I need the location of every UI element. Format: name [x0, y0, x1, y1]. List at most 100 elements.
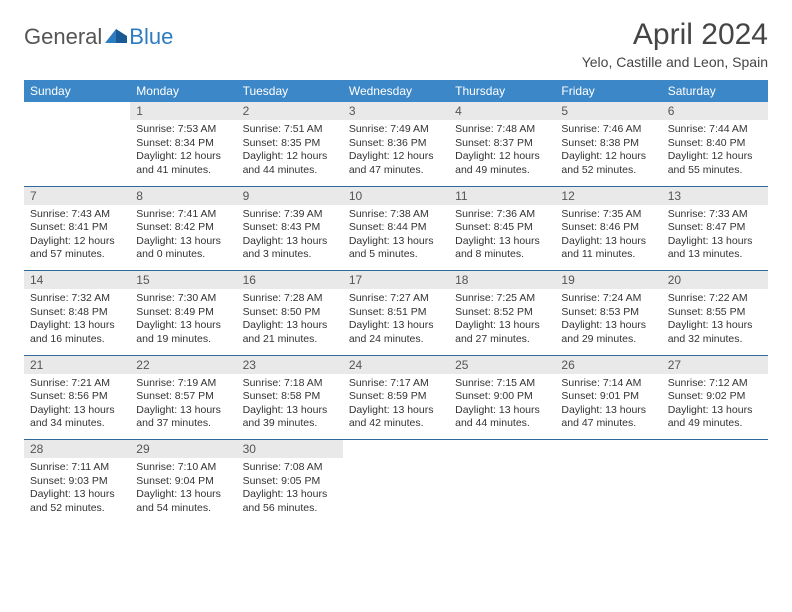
sunrise-text: Sunrise: 7:10 AM [136, 461, 230, 475]
daylight-line2: and 37 minutes. [136, 417, 230, 431]
day-details: Sunrise: 7:46 AMSunset: 8:38 PMDaylight:… [555, 120, 661, 184]
day-details: Sunrise: 7:21 AMSunset: 8:56 PMDaylight:… [24, 374, 130, 438]
sunset-text: Sunset: 8:49 PM [136, 306, 230, 320]
page-subtitle: Yelo, Castille and Leon, Spain [582, 54, 768, 70]
calendar-day-cell: 11Sunrise: 7:36 AMSunset: 8:45 PMDayligh… [449, 187, 555, 271]
calendar-day-cell: 5Sunrise: 7:46 AMSunset: 8:38 PMDaylight… [555, 102, 661, 186]
daylight-line2: and 47 minutes. [561, 417, 655, 431]
sunset-text: Sunset: 8:36 PM [349, 137, 443, 151]
day-number: 8 [130, 187, 236, 205]
sunset-text: Sunset: 8:38 PM [561, 137, 655, 151]
daylight-line2: and 21 minutes. [243, 333, 337, 347]
day-details: Sunrise: 7:30 AMSunset: 8:49 PMDaylight:… [130, 289, 236, 353]
day-number: 10 [343, 187, 449, 205]
sunset-text: Sunset: 8:44 PM [349, 221, 443, 235]
sunrise-text: Sunrise: 7:14 AM [561, 377, 655, 391]
daylight-line1: Daylight: 13 hours [455, 235, 549, 249]
daylight-line2: and 54 minutes. [136, 502, 230, 516]
calendar-empty-cell [449, 440, 555, 524]
header: General Blue April 2024 Yelo, Castille a… [24, 18, 768, 70]
daylight-line1: Daylight: 13 hours [349, 235, 443, 249]
daylight-line1: Daylight: 13 hours [455, 404, 549, 418]
day-details: Sunrise: 7:32 AMSunset: 8:48 PMDaylight:… [24, 289, 130, 353]
day-number: 5 [555, 102, 661, 120]
day-details: Sunrise: 7:18 AMSunset: 8:58 PMDaylight:… [237, 374, 343, 438]
sunset-text: Sunset: 8:52 PM [455, 306, 549, 320]
daylight-line2: and 52 minutes. [30, 502, 124, 516]
day-number: 18 [449, 271, 555, 289]
daylight-line2: and 13 minutes. [668, 248, 762, 262]
day-details: Sunrise: 7:19 AMSunset: 8:57 PMDaylight:… [130, 374, 236, 438]
daylight-line2: and 49 minutes. [455, 164, 549, 178]
daylight-line1: Daylight: 13 hours [136, 319, 230, 333]
day-details: Sunrise: 7:28 AMSunset: 8:50 PMDaylight:… [237, 289, 343, 353]
sunrise-text: Sunrise: 7:19 AM [136, 377, 230, 391]
daylight-line1: Daylight: 13 hours [136, 488, 230, 502]
daylight-line1: Daylight: 13 hours [243, 319, 337, 333]
calendar-day-cell: 14Sunrise: 7:32 AMSunset: 8:48 PMDayligh… [24, 271, 130, 355]
day-number: 14 [24, 271, 130, 289]
day-details: Sunrise: 7:24 AMSunset: 8:53 PMDaylight:… [555, 289, 661, 353]
daylight-line1: Daylight: 13 hours [561, 235, 655, 249]
daylight-line2: and 8 minutes. [455, 248, 549, 262]
daylight-line1: Daylight: 13 hours [349, 319, 443, 333]
daylight-line1: Daylight: 13 hours [136, 235, 230, 249]
day-number: 26 [555, 356, 661, 374]
daylight-line1: Daylight: 13 hours [30, 488, 124, 502]
calendar-day-cell: 4Sunrise: 7:48 AMSunset: 8:37 PMDaylight… [449, 102, 555, 186]
sunrise-text: Sunrise: 7:53 AM [136, 123, 230, 137]
sunrise-text: Sunrise: 7:44 AM [668, 123, 762, 137]
day-details: Sunrise: 7:11 AMSunset: 9:03 PMDaylight:… [24, 458, 130, 522]
logo: General Blue [24, 18, 173, 50]
day-details: Sunrise: 7:38 AMSunset: 8:44 PMDaylight:… [343, 205, 449, 269]
daylight-line1: Daylight: 13 hours [561, 319, 655, 333]
sunrise-text: Sunrise: 7:18 AM [243, 377, 337, 391]
weekday-header: Tuesday [237, 80, 343, 102]
sunset-text: Sunset: 8:34 PM [136, 137, 230, 151]
day-number: 21 [24, 356, 130, 374]
sunrise-text: Sunrise: 7:35 AM [561, 208, 655, 222]
sunrise-text: Sunrise: 7:46 AM [561, 123, 655, 137]
calendar-empty-cell [555, 440, 661, 524]
day-number: 9 [237, 187, 343, 205]
daylight-line1: Daylight: 13 hours [243, 488, 337, 502]
day-details: Sunrise: 7:17 AMSunset: 8:59 PMDaylight:… [343, 374, 449, 438]
sunrise-text: Sunrise: 7:12 AM [668, 377, 762, 391]
sunrise-text: Sunrise: 7:08 AM [243, 461, 337, 475]
weekday-header: Wednesday [343, 80, 449, 102]
daylight-line1: Daylight: 13 hours [668, 235, 762, 249]
weekday-header: Thursday [449, 80, 555, 102]
daylight-line2: and 24 minutes. [349, 333, 443, 347]
day-number: 20 [662, 271, 768, 289]
day-details: Sunrise: 7:35 AMSunset: 8:46 PMDaylight:… [555, 205, 661, 269]
daylight-line2: and 16 minutes. [30, 333, 124, 347]
sunset-text: Sunset: 8:40 PM [668, 137, 762, 151]
day-details: Sunrise: 7:22 AMSunset: 8:55 PMDaylight:… [662, 289, 768, 353]
day-number: 22 [130, 356, 236, 374]
day-details: Sunrise: 7:48 AMSunset: 8:37 PMDaylight:… [449, 120, 555, 184]
weekday-header: Saturday [662, 80, 768, 102]
daylight-line2: and 55 minutes. [668, 164, 762, 178]
daylight-line1: Daylight: 13 hours [30, 319, 124, 333]
day-number: 16 [237, 271, 343, 289]
sunset-text: Sunset: 8:59 PM [349, 390, 443, 404]
sunset-text: Sunset: 9:04 PM [136, 475, 230, 489]
sunset-text: Sunset: 8:37 PM [455, 137, 549, 151]
day-number: 1 [130, 102, 236, 120]
calendar-day-cell: 30Sunrise: 7:08 AMSunset: 9:05 PMDayligh… [237, 440, 343, 524]
calendar-day-cell: 16Sunrise: 7:28 AMSunset: 8:50 PMDayligh… [237, 271, 343, 355]
sunset-text: Sunset: 9:03 PM [30, 475, 124, 489]
daylight-line1: Daylight: 13 hours [30, 404, 124, 418]
sunset-text: Sunset: 8:43 PM [243, 221, 337, 235]
calendar-day-cell: 1 Sunrise: 7:53 AMSunset: 8:34 PMDaylight… [130, 102, 236, 186]
daylight-line1: Daylight: 12 hours [136, 150, 230, 164]
day-details: Sunrise: 7:27 AMSunset: 8:51 PMDaylight:… [343, 289, 449, 353]
daylight-line2: and 57 minutes. [30, 248, 124, 262]
sunrise-text: Sunrise: 7:51 AM [243, 123, 337, 137]
day-details: Sunrise: 7:15 AMSunset: 9:00 PMDaylight:… [449, 374, 555, 438]
calendar-day-cell: 21Sunrise: 7:21 AMSunset: 8:56 PMDayligh… [24, 356, 130, 440]
sunrise-text: Sunrise: 7:15 AM [455, 377, 549, 391]
sunset-text: Sunset: 9:02 PM [668, 390, 762, 404]
calendar-day-cell: 25Sunrise: 7:15 AMSunset: 9:00 PMDayligh… [449, 356, 555, 440]
day-number: 29 [130, 440, 236, 458]
